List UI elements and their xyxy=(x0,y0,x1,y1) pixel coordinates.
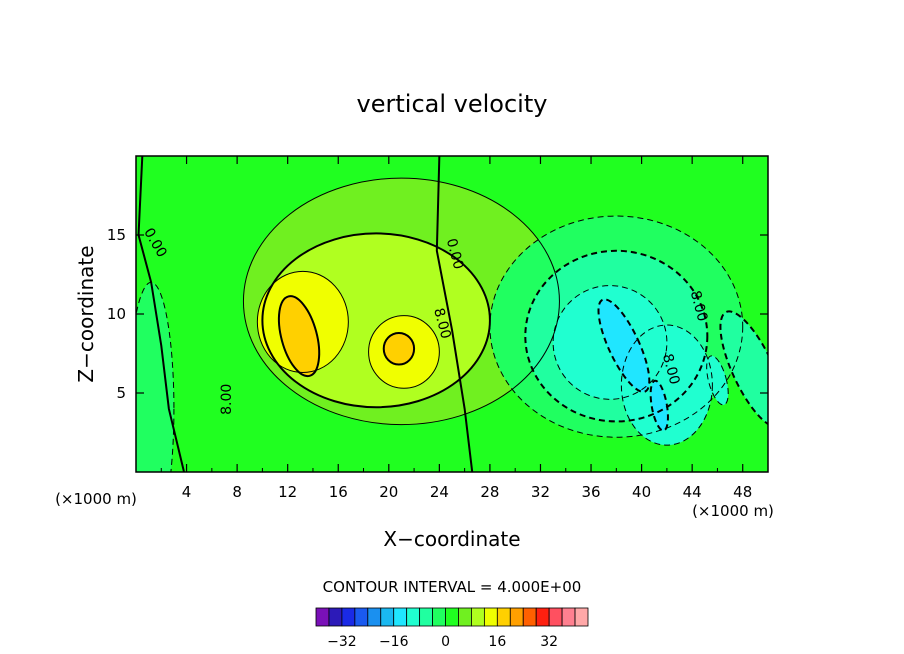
y-tick-label: 10 xyxy=(107,305,126,323)
contour-fill-negative xyxy=(136,282,174,472)
colorbar-swatch xyxy=(483,607,498,627)
contour-line-positive xyxy=(382,331,416,366)
x-tick-label: 16 xyxy=(329,483,348,501)
contour-fill-positive xyxy=(383,332,415,365)
colorbar-swatch xyxy=(535,607,550,627)
x-unit-label-left: (×1000 m) xyxy=(55,490,137,508)
contour-line-negative xyxy=(524,249,709,423)
contour-lines xyxy=(136,156,768,472)
contour-label: 8.00 xyxy=(659,352,683,386)
contour-label: 8.00 xyxy=(687,289,711,323)
colorbar-swatch xyxy=(574,607,589,627)
contour-fill-negative xyxy=(598,299,650,392)
contour-line-positive xyxy=(261,232,491,409)
contour-label: 8.00 xyxy=(430,306,454,340)
colorbar-tick-label: 0 xyxy=(441,634,450,650)
contour-fills xyxy=(136,178,768,472)
contour-line-negative xyxy=(649,379,669,432)
colorbar-swatch xyxy=(354,607,369,627)
colorbar-swatch xyxy=(509,607,524,627)
colorbar-swatch xyxy=(315,607,330,627)
contour-fill-positive xyxy=(278,296,320,377)
y-axis-label: Z−coordinate xyxy=(74,245,98,382)
y-tick-label: 5 xyxy=(116,384,126,402)
x-tick-label: 8 xyxy=(232,483,242,501)
x-tick-label: 44 xyxy=(683,483,702,501)
colorbar-swatch xyxy=(496,607,511,627)
contour-label: 0.00 xyxy=(443,237,467,271)
colorbar-swatch xyxy=(380,607,395,627)
colorbar-swatch xyxy=(548,607,563,627)
contour-line-zero xyxy=(435,156,474,472)
plot-area: 0.00 0.008.008.008.008.00 xyxy=(135,155,769,473)
x-tick-label: 28 xyxy=(480,483,499,501)
x-tick-label: 24 xyxy=(430,483,449,501)
x-tick-label: 48 xyxy=(733,483,752,501)
contour-line-zero xyxy=(137,156,186,472)
contour-line-negative xyxy=(620,324,713,446)
contour-line-negative xyxy=(706,355,729,406)
colorbar xyxy=(315,607,589,627)
colorbar-swatch xyxy=(458,607,472,627)
contour-line-positive xyxy=(256,270,349,373)
contour-line-positive xyxy=(368,315,440,389)
contour-line-negative xyxy=(552,285,668,400)
colorbar-swatch xyxy=(328,607,343,627)
x-axis-label: X−coordinate xyxy=(383,527,520,551)
contour-interval-text: CONTOUR INTERVAL = 4.000E+00 xyxy=(323,578,582,596)
colorbar-swatch xyxy=(341,607,356,627)
colorbar-tick-label: −16 xyxy=(379,634,409,650)
contour-fill-negative xyxy=(706,355,729,405)
x-unit-label-right: (×1000 m) xyxy=(692,502,774,520)
contour-line-negative xyxy=(136,281,175,472)
colorbar-tick-label: −32 xyxy=(327,634,357,650)
x-tick-label: 36 xyxy=(581,483,600,501)
colorbar-swatch xyxy=(367,607,382,627)
colorbar-swatch xyxy=(393,607,408,627)
contour-label: 8.00 xyxy=(219,384,235,415)
colorbar-swatch xyxy=(406,607,421,627)
colorbar-swatch xyxy=(419,607,433,627)
contour-line-negative xyxy=(489,215,744,438)
y-axis: 5 10 15 xyxy=(107,226,768,402)
x-tick-label: 20 xyxy=(379,483,398,501)
x-tick-label: 32 xyxy=(531,483,550,501)
contour-fill-negative xyxy=(720,311,768,428)
contour-line-positive xyxy=(277,295,321,378)
colorbar-ticks: −32 −16 0 16 32 xyxy=(327,634,558,650)
y-tick-label: 15 xyxy=(107,226,126,244)
colorbar-tick-label: 32 xyxy=(540,634,558,650)
colorbar-swatch xyxy=(522,607,537,627)
colorbar-swatch xyxy=(471,607,485,627)
x-axis: 4 8 12 16 20 24 28 32 36 40 44 48 xyxy=(160,156,752,501)
colorbar-swatch xyxy=(561,607,576,627)
contour-line-positive xyxy=(242,177,560,426)
x-tick-label: 40 xyxy=(632,483,651,501)
colorbar-swatch xyxy=(432,607,446,627)
contour-labels: 0.00 0.008.008.008.008.00 xyxy=(140,225,710,415)
chart-title: vertical velocity xyxy=(357,90,548,118)
contour-fill-negative xyxy=(621,325,713,446)
contour-line-negative xyxy=(597,298,651,393)
x-tick-label: 4 xyxy=(182,483,192,501)
colorbar-tick-label: 16 xyxy=(488,634,506,650)
x-tick-label: 12 xyxy=(278,483,297,501)
colorbar-swatch xyxy=(445,607,459,627)
